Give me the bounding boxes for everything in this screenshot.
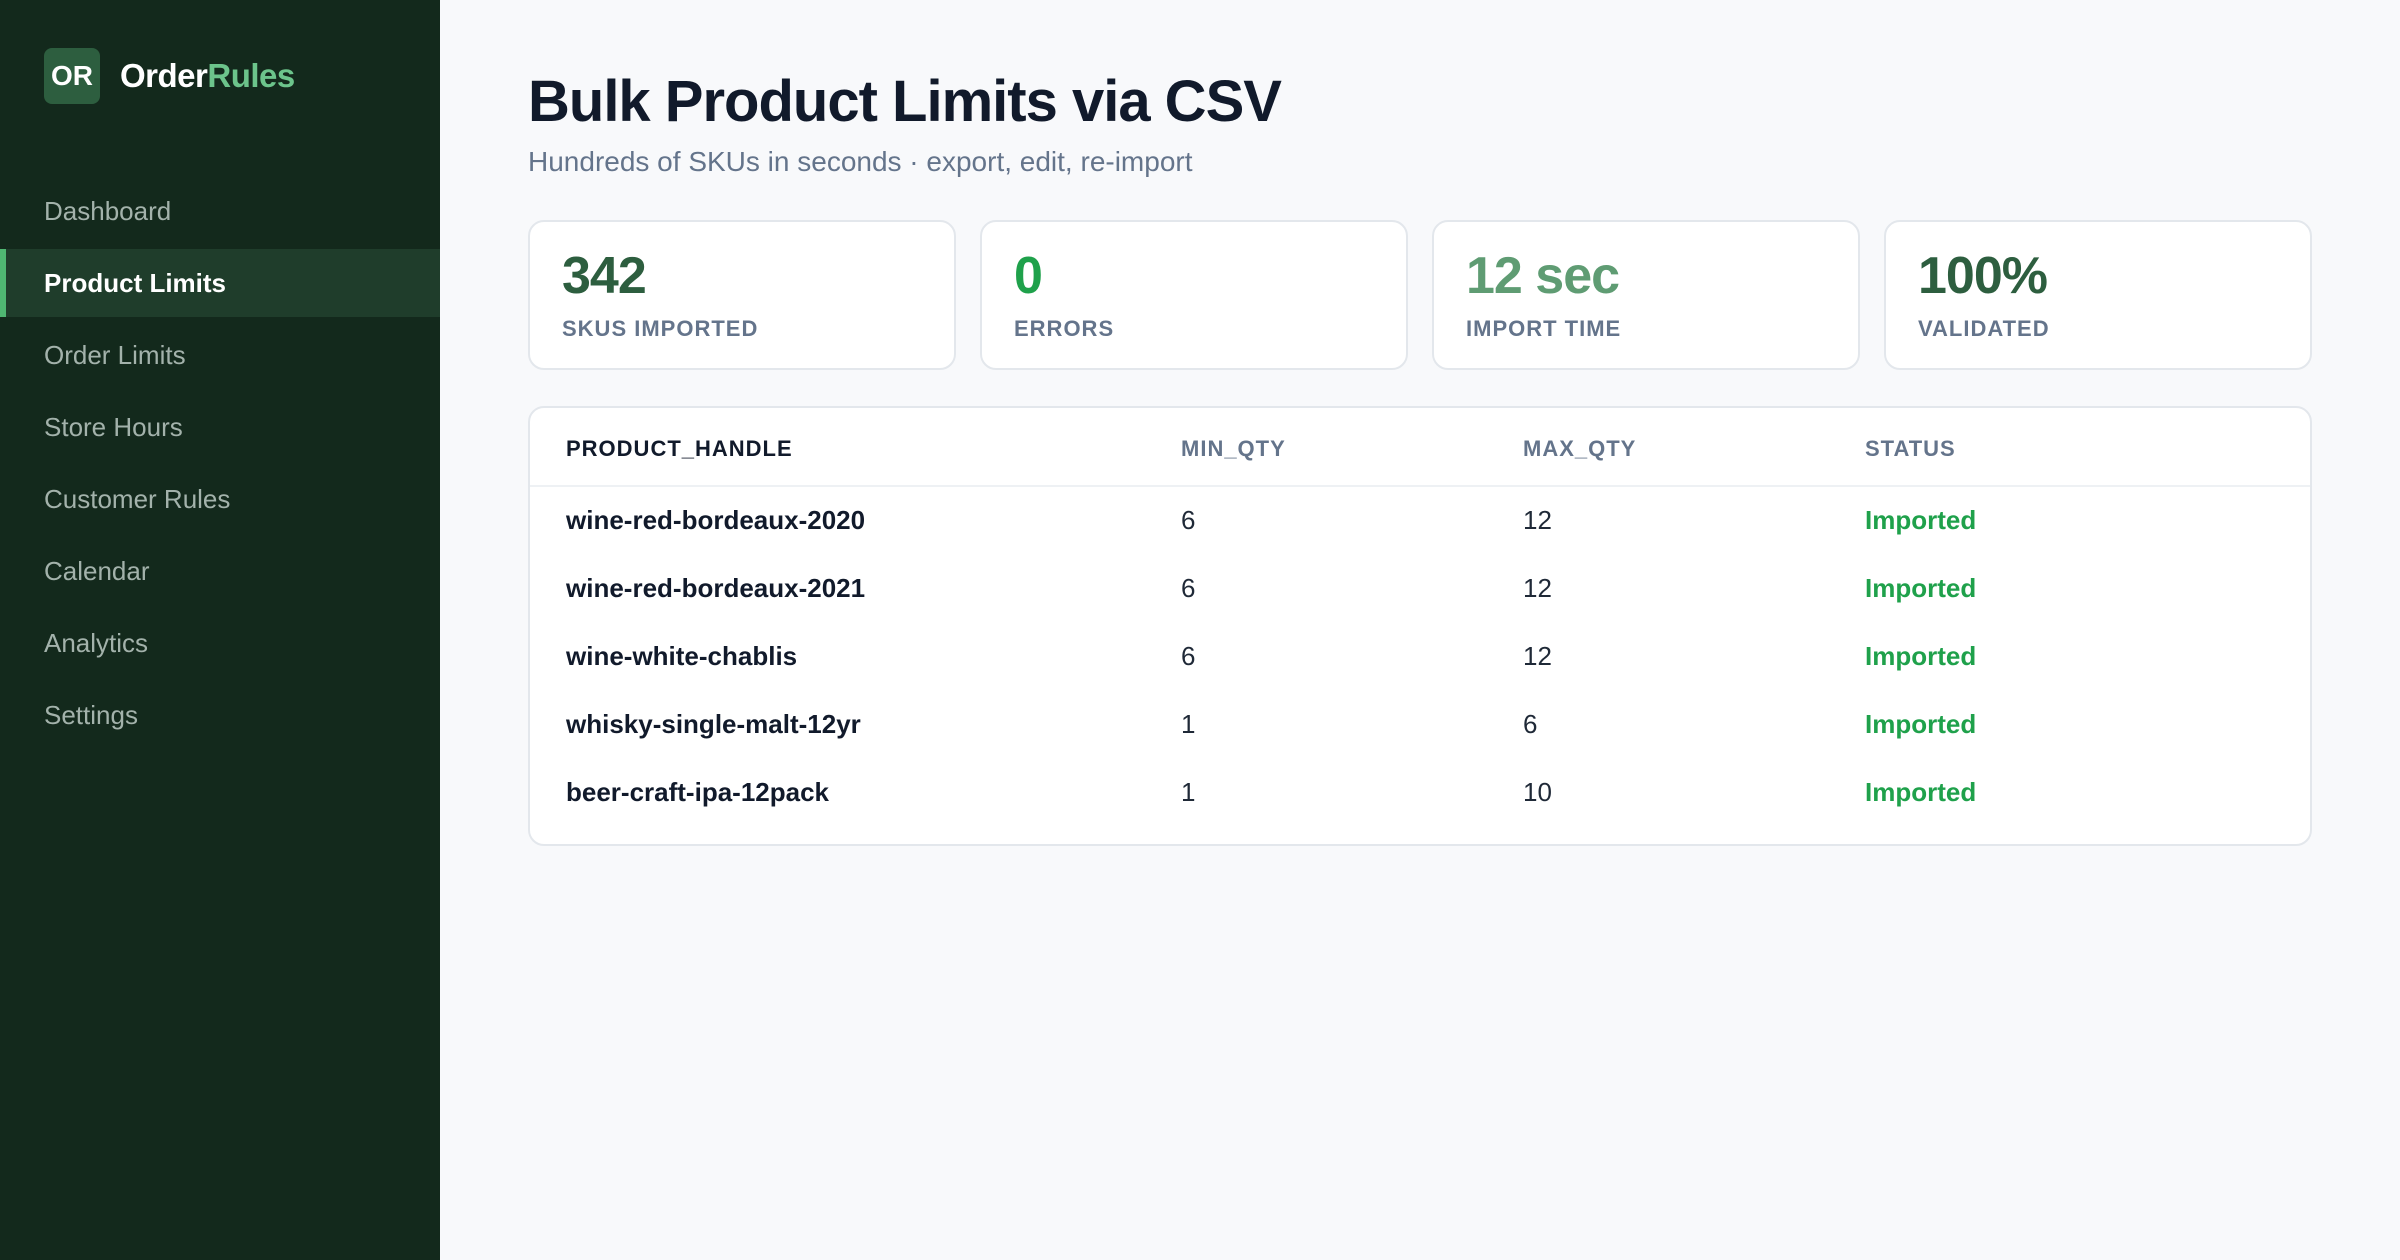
brand-name-accent: Rules xyxy=(207,57,295,94)
status-cell: Imported xyxy=(1865,776,1977,807)
stat-card-skus-imported: 342 SKUS IMPORTED xyxy=(528,220,956,370)
brand-name: OrderRules xyxy=(120,57,295,95)
import-table-card: PRODUCT_HANDLE MIN_QTY MAX_QTY STATUS wi… xyxy=(528,406,2312,846)
main-content: Bulk Product Limits via CSV Hundreds of … xyxy=(440,0,2400,1260)
min-qty-cell: 6 xyxy=(1181,572,1196,603)
status-cell: Imported xyxy=(1865,708,1977,739)
stat-value: 0 xyxy=(1014,247,1043,305)
stat-card-validated: 100% VALIDATED xyxy=(1884,220,2312,370)
stat-label: VALIDATED xyxy=(1918,316,2050,341)
table-row[interactable]: beer-craft-ipa-12pack 1 10 Imported xyxy=(530,758,2310,826)
min-qty-cell: 6 xyxy=(1181,505,1196,535)
min-qty-cell: 1 xyxy=(1181,708,1196,739)
stat-card-errors: 0 ERRORS xyxy=(980,220,1408,370)
sidebar-item-analytics[interactable]: Analytics xyxy=(44,627,149,658)
max-qty-cell: 6 xyxy=(1523,708,1538,739)
stat-value: 342 xyxy=(562,247,647,305)
column-header-max-qty[interactable]: MAX_QTY xyxy=(1523,408,1865,487)
product-handle-cell: wine-red-bordeaux-2021 xyxy=(566,572,866,603)
sidebar-item-customer-rules[interactable]: Customer Rules xyxy=(44,483,231,514)
page-title: Bulk Product Limits via CSV xyxy=(528,69,1282,134)
sidebar-item-dashboard[interactable]: Dashboard xyxy=(44,195,172,226)
sidebar-item-order-limits[interactable]: Order Limits xyxy=(44,339,186,370)
column-header-min-qty[interactable]: MIN_QTY xyxy=(1181,408,1523,487)
brand-logo: OR xyxy=(44,48,100,104)
max-qty-cell: 12 xyxy=(1523,640,1552,671)
sidebar-nav: Dashboard Product Limits Order Limits St… xyxy=(0,177,440,749)
min-qty-cell: 6 xyxy=(1181,640,1196,671)
stat-label: ERRORS xyxy=(1014,316,1115,341)
table-row[interactable]: wine-white-chablis 6 12 Imported xyxy=(530,622,2310,690)
brand-name-main: Order xyxy=(120,57,208,94)
column-header-status[interactable]: STATUS xyxy=(1865,408,2310,487)
sidebar-item-store-hours[interactable]: Store Hours xyxy=(44,411,183,442)
sidebar-item-calendar[interactable]: Calendar xyxy=(44,555,150,586)
stat-value: 12 sec xyxy=(1466,247,1620,305)
import-table: PRODUCT_HANDLE MIN_QTY MAX_QTY STATUS wi… xyxy=(530,408,2310,826)
page-subtitle: Hundreds of SKUs in seconds · export, ed… xyxy=(528,146,1193,177)
sidebar: OR OrderRules Dashboard Product Limits O… xyxy=(0,0,440,1260)
min-qty-cell: 1 xyxy=(1181,776,1196,807)
table-header-row: PRODUCT_HANDLE MIN_QTY MAX_QTY STATUS xyxy=(530,408,2310,487)
column-header-product-handle[interactable]: PRODUCT_HANDLE xyxy=(530,408,1181,487)
stat-label: SKUS IMPORTED xyxy=(562,316,759,341)
table-row[interactable]: wine-red-bordeaux-2020 6 12 Imported xyxy=(530,486,2310,554)
table-row[interactable]: whisky-single-malt-12yr 1 6 Imported xyxy=(530,690,2310,758)
table-row[interactable]: wine-red-bordeaux-2021 6 12 Imported xyxy=(530,554,2310,622)
stat-label: IMPORT TIME xyxy=(1466,316,1622,341)
product-handle-cell: whisky-single-malt-12yr xyxy=(566,708,861,739)
max-qty-cell: 12 xyxy=(1523,572,1552,603)
status-cell: Imported xyxy=(1865,505,1977,535)
status-cell: Imported xyxy=(1865,640,1977,671)
max-qty-cell: 10 xyxy=(1523,776,1552,807)
product-handle-cell: wine-white-chablis xyxy=(566,640,798,671)
product-handle-cell: wine-red-bordeaux-2020 xyxy=(566,505,866,535)
stat-card-import-time: 12 sec IMPORT TIME xyxy=(1432,220,1860,370)
stats-row: 342 SKUS IMPORTED 0 ERRORS 12 sec IMPORT… xyxy=(528,220,2312,370)
product-handle-cell: beer-craft-ipa-12pack xyxy=(566,776,829,807)
status-cell: Imported xyxy=(1865,572,1977,603)
sidebar-item-settings[interactable]: Settings xyxy=(44,699,138,730)
max-qty-cell: 12 xyxy=(1523,505,1552,535)
brand[interactable]: OR OrderRules xyxy=(0,47,440,105)
sidebar-item-product-limits[interactable]: Product Limits xyxy=(0,249,440,317)
stat-value: 100% xyxy=(1918,247,2048,305)
